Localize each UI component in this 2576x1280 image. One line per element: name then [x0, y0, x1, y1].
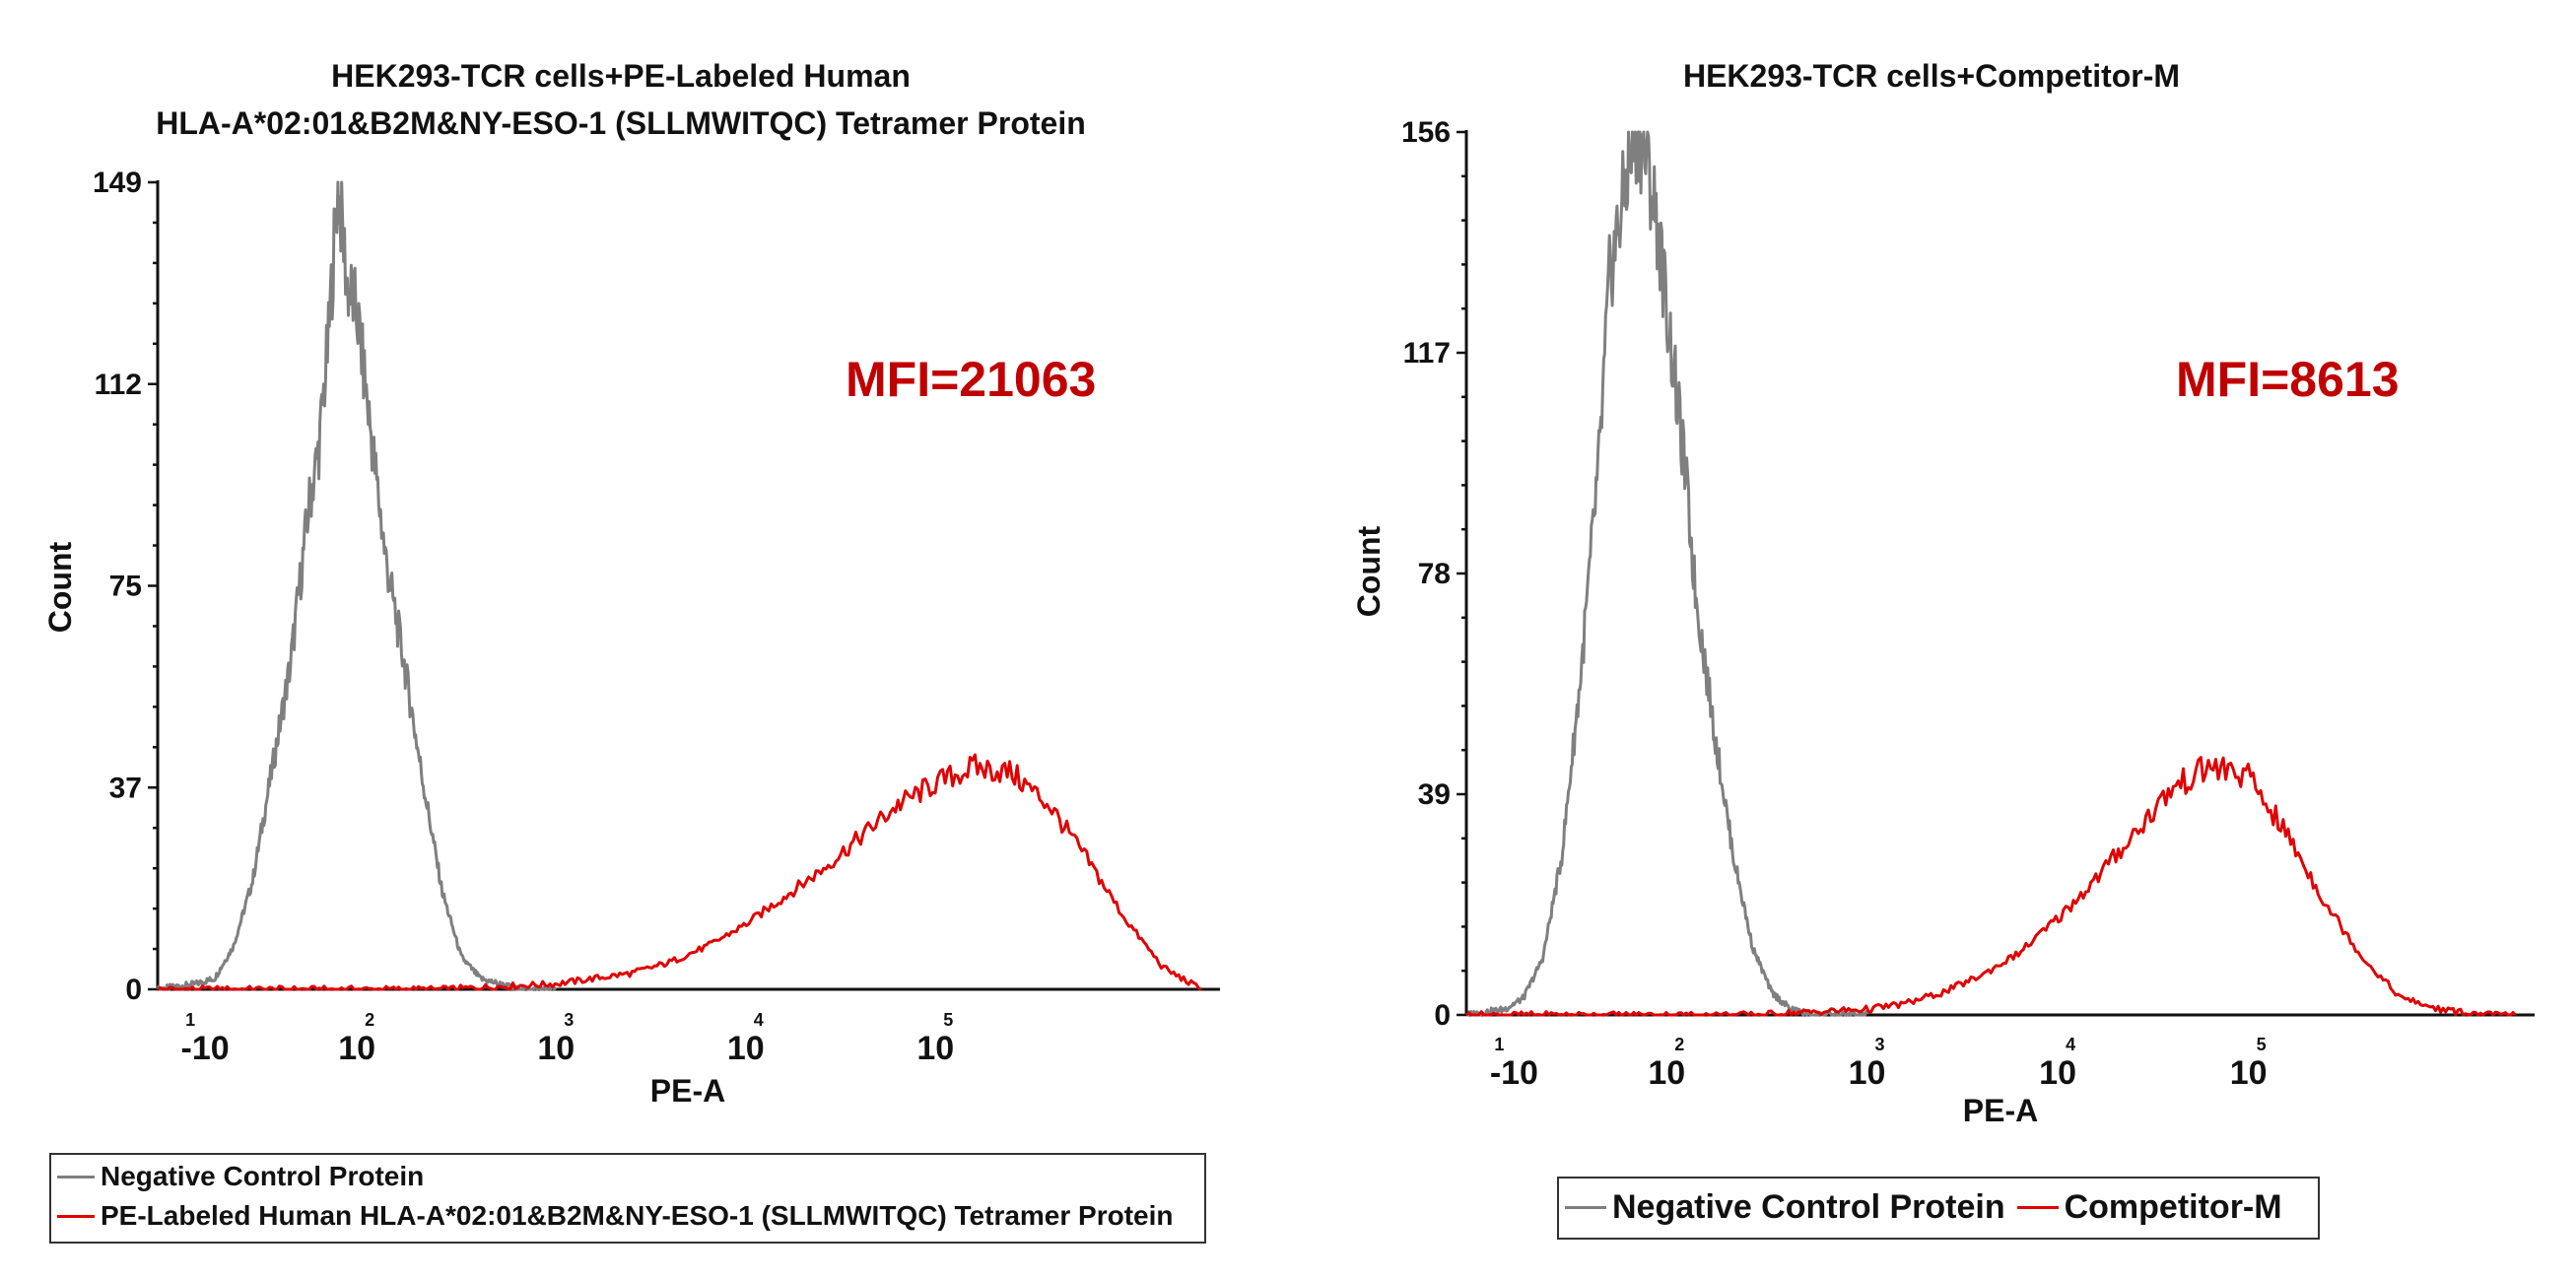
x-tick-label-base: 10 — [2230, 1054, 2268, 1092]
y-axis-label: Count — [1351, 525, 1387, 617]
x-tick-label-exponent: 4 — [2066, 1035, 2075, 1054]
legend: Negative Control Protein Competitor-M — [1557, 1177, 2320, 1240]
x-tick-label-exponent: 3 — [564, 1010, 574, 1030]
legend-item-tetramer: PE-Labeled Human HLA-A*02:01&B2M&NY-ESO-… — [57, 1200, 1174, 1232]
legend-item-negative-control: Negative Control Protein — [57, 1161, 424, 1192]
y-tick-label: 39 — [1418, 778, 1451, 811]
mfi-annotation: MFI=8613 — [2176, 352, 2400, 407]
y-tick-label: 0 — [1434, 999, 1451, 1032]
chart-svg-left: HEK293-TCR cells+PE-Labeled Human HLA-A*… — [42, 58, 1220, 1109]
x-axis-label: PE-A — [650, 1073, 725, 1109]
x-tick-label-exponent: 1 — [1494, 1035, 1504, 1054]
legend-swatch-gray — [1565, 1206, 1606, 1209]
y-tick-label: 149 — [93, 167, 142, 199]
x-tick-label-base: -10 — [181, 1030, 230, 1067]
legend-row: Negative Control Protein Competitor-M — [1565, 1188, 2282, 1227]
legend-swatch-gray — [57, 1175, 95, 1179]
chart-panel-right: HEK293-TCR cells+Competitor-M MFI=8613 C… — [1301, 0, 2576, 1280]
x-tick-label-exponent: 5 — [943, 1010, 953, 1030]
chart-title-line-2: HLA-A*02:01&B2M&NY-ESO-1 (SLLMWITQC) Tet… — [156, 105, 1086, 141]
chart-panel-left: HEK293-TCR cells+PE-Labeled Human HLA-A*… — [0, 0, 1281, 1280]
y-axis-label: Count — [42, 541, 78, 633]
x-tick-label-exponent: 2 — [365, 1010, 374, 1030]
legend-label: Negative Control Protein — [101, 1161, 425, 1191]
x-tick-label-exponent: 3 — [1875, 1035, 1885, 1054]
x-tick-label-base: -10 — [1490, 1054, 1538, 1092]
x-tick-label-base: 10 — [1849, 1054, 1886, 1092]
x-tick-label-exponent: 1 — [185, 1010, 195, 1030]
x-tick-label-base: 10 — [2039, 1054, 2076, 1092]
series-line-sample — [157, 753, 1202, 991]
series-line-negative-control — [1465, 130, 1868, 1017]
x-axis-label: PE-A — [1963, 1093, 2038, 1128]
x-tick-label-base: 10 — [1648, 1054, 1685, 1092]
y-tick-label: 112 — [95, 369, 142, 401]
legend: Negative Control Protein PE-Labeled Huma… — [49, 1153, 1206, 1244]
legend-label: PE-Labeled Human HLA-A*02:01&B2M&NY-ESO-… — [101, 1200, 1174, 1231]
legend-label-competitor: Competitor-M — [2064, 1188, 2282, 1226]
series-line-sample — [1465, 756, 2517, 1017]
legend-swatch-red — [57, 1214, 95, 1218]
mfi-annotation: MFI=21063 — [846, 352, 1096, 407]
chart-svg-right: HEK293-TCR cells+Competitor-M MFI=8613 C… — [1351, 58, 2535, 1128]
chart-title-line-1: HEK293-TCR cells+PE-Labeled Human — [331, 58, 911, 94]
legend-label-negative-control: Negative Control Protein — [1612, 1188, 2005, 1226]
y-tick-label: 75 — [109, 571, 142, 603]
x-tick-label-exponent: 2 — [1674, 1035, 1684, 1054]
x-tick-label-exponent: 4 — [754, 1010, 764, 1030]
x-tick-label-base: 10 — [916, 1030, 954, 1067]
y-tick-label: 156 — [1401, 116, 1451, 149]
x-tick-label-base: 10 — [338, 1030, 375, 1067]
y-tick-label: 117 — [1403, 337, 1451, 370]
x-tick-label-base: 10 — [727, 1030, 765, 1067]
x-tick-label-exponent: 5 — [2257, 1035, 2267, 1054]
chart-title: HEK293-TCR cells+Competitor-M — [1683, 58, 2180, 94]
series-line-negative-control — [156, 180, 558, 991]
x-tick-label-base: 10 — [537, 1030, 575, 1067]
legend-swatch-red — [2016, 1206, 2059, 1209]
y-tick-label: 37 — [109, 772, 142, 804]
y-tick-label: 0 — [125, 974, 142, 1006]
y-tick-label: 78 — [1418, 558, 1451, 590]
